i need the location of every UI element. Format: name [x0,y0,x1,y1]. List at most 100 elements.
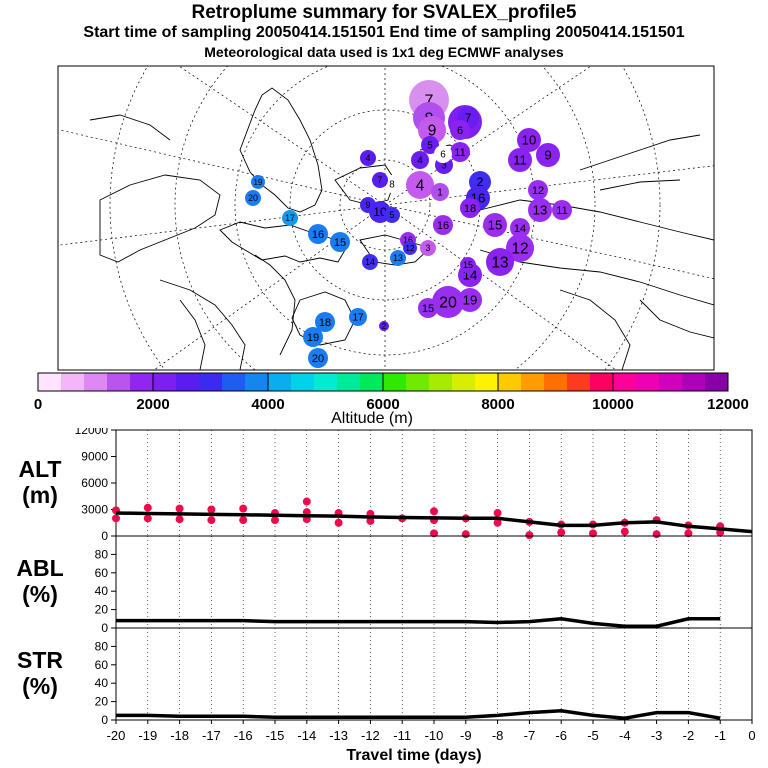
y-tick-label: 6000 [81,476,108,490]
trajectory-marker: 13 [486,248,514,276]
x-tick-label: -4 [619,728,631,743]
colorbar-cell [199,373,223,391]
panel-abl: 0 20 40 60 80 ABL(%) [16,535,753,635]
trajectory-marker-label: 16 [312,229,324,241]
trajectory-marker-label: 9 [366,200,371,210]
trajectory-marker-label: 6 [457,125,463,137]
particle-dot [302,497,311,506]
series-line [115,511,753,534]
trajectory-marker: 9 [360,197,376,213]
panel-alt: 0 3000 6000 9000 12000 ALT(m) [18,428,753,543]
colorbar-cell [130,373,154,391]
trajectory-marker-label: 4 [417,155,423,166]
y-axis-label: ABL [16,555,63,581]
colorbar-cell [176,373,200,391]
x-tick-label: -20 [107,728,126,743]
x-tick-label: -14 [297,728,316,743]
colorbar-cell [705,373,729,391]
trajectory-marker-label: 12 [406,244,415,253]
trajectory-marker: 17 [282,210,298,226]
x-tick-label: -7 [524,728,536,743]
y-tick-label: 3000 [81,503,108,517]
x-tick-label: 0 [748,728,755,743]
y-tick-label: 12000 [75,428,109,437]
particle-dot [207,516,216,525]
trajectory-marker: 10 [517,128,541,152]
y-tick-label: 40 [95,676,109,690]
trajectory-marker-label: 7 [378,175,383,185]
particle-dot [461,530,470,539]
particle-dot [334,518,343,527]
trajectory-marker-label: 6 [440,149,446,160]
trajectory-marker-label: 2 [382,322,387,331]
trajectory-marker: 20 [308,348,328,368]
trajectory-marker: 15 [460,257,476,273]
particle-dot [207,505,216,514]
particle-dot [239,516,248,525]
trajectory-marker: 14 [362,254,378,270]
colorbar-cell [245,373,269,391]
trajectory-marker-label: 15 [422,303,434,315]
y-axis-label: ALT [18,456,61,482]
x-tick-label: -8 [492,728,504,743]
colorbar-tick-labels: 0 2000 4000 6000 8000 10000 12000 [34,396,749,413]
y-axis-label: (m) [22,482,58,508]
y-tick-label: 9000 [81,450,108,464]
x-axis-label: Travel time (days) [346,747,481,764]
colorbar-cell [475,373,499,391]
particle-dot [493,518,502,527]
trajectory-marker: 5 [421,136,439,154]
trajectory-marker: 19 [303,327,323,347]
colorbar-cell [107,373,131,391]
x-tick-label: -17 [202,728,221,743]
x-tick-label: -3 [651,728,663,743]
trajectory-marker: 4 [411,151,429,169]
x-tick-label: -11 [393,728,411,743]
y-tick-label: 80 [95,639,109,653]
colorbar-cell [498,373,522,391]
trajectory-marker-label: 17 [353,312,364,323]
y-tick-label: 20 [95,603,109,617]
trajectory-marker-label: 2 [477,175,484,189]
colorbar-cell [613,373,637,391]
trajectory-marker-label: 4 [416,177,425,194]
series-line [116,617,721,628]
colorbar-cell [268,373,292,391]
particle-dot [589,529,597,538]
colorbar-cell [38,373,62,391]
meteo-data-line: Meteorological data used is 1x1 deg ECMW… [204,44,564,60]
x-tick-label: -18 [170,728,189,743]
x-tick-label: -2 [683,728,695,743]
colorbar-cell [544,373,568,391]
trajectory-marker: 15 [418,298,438,318]
trajectory-marker: 13 [528,198,552,222]
colorbar-cell [406,373,430,391]
particle-dot [366,516,375,525]
trajectory-marker: 9 [536,143,560,167]
trajectory-marker-label: 5 [427,140,433,151]
colorbar-cell [521,373,545,391]
colorbar-tick-label: 0 [34,396,42,413]
particle-dot [652,530,661,539]
colorbar-cell [383,373,407,391]
trajectory-marker-label: 9 [544,148,551,163]
trajectory-marker: 16 [433,215,453,235]
trajectory-marker: 12 [528,180,548,200]
particle-dot [143,503,152,512]
y-axis-label: (%) [22,673,58,699]
trajectory-markers: 7897761091154113412161213111815141216131… [245,80,572,368]
trajectory-marker: 9 [418,116,446,144]
colorbar-tick-label: 2000 [136,396,169,413]
colorbar-cell [360,373,384,391]
trajectory-marker-label: 17 [285,213,295,223]
trajectory-marker-label: 10 [522,133,537,148]
y-axis-label: (%) [22,581,58,607]
trajectory-marker: 5 [384,207,400,223]
trajectory-marker: 3 [420,240,436,256]
particle-dot [620,527,629,536]
trajectory-marker-label: 5 [390,210,395,220]
particle-dot [175,515,184,524]
colorbar-cell [590,373,614,391]
